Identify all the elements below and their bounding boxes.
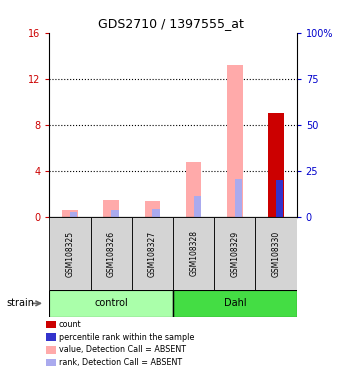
Bar — [194, 196, 201, 217]
Bar — [49, 290, 173, 317]
Bar — [62, 210, 78, 217]
Bar — [70, 212, 77, 217]
Bar — [132, 217, 173, 290]
Bar — [276, 180, 283, 217]
Bar — [235, 179, 242, 217]
Bar — [227, 65, 243, 217]
Text: GSM108325: GSM108325 — [65, 230, 75, 276]
Text: GSM108326: GSM108326 — [107, 230, 116, 276]
Bar — [91, 217, 132, 290]
Bar — [186, 162, 202, 217]
Text: GSM108327: GSM108327 — [148, 230, 157, 276]
Bar — [173, 217, 214, 290]
Bar — [152, 209, 160, 217]
Bar — [268, 113, 284, 217]
Text: Dahl: Dahl — [224, 298, 246, 308]
Bar — [214, 217, 255, 290]
Bar — [145, 201, 160, 217]
Text: percentile rank within the sample: percentile rank within the sample — [59, 333, 194, 342]
Text: control: control — [94, 298, 128, 308]
Text: GSM108330: GSM108330 — [271, 230, 281, 276]
Bar — [173, 290, 297, 317]
Text: GSM108329: GSM108329 — [231, 230, 239, 276]
Bar — [111, 210, 119, 217]
Text: GSM108328: GSM108328 — [189, 230, 198, 276]
Text: GDS2710 / 1397555_at: GDS2710 / 1397555_at — [98, 17, 243, 30]
Text: strain: strain — [6, 298, 34, 308]
Text: value, Detection Call = ABSENT: value, Detection Call = ABSENT — [59, 345, 186, 354]
Text: rank, Detection Call = ABSENT: rank, Detection Call = ABSENT — [59, 358, 182, 367]
Bar — [49, 217, 91, 290]
Text: count: count — [59, 320, 81, 329]
Bar — [255, 217, 297, 290]
Bar — [103, 200, 119, 217]
